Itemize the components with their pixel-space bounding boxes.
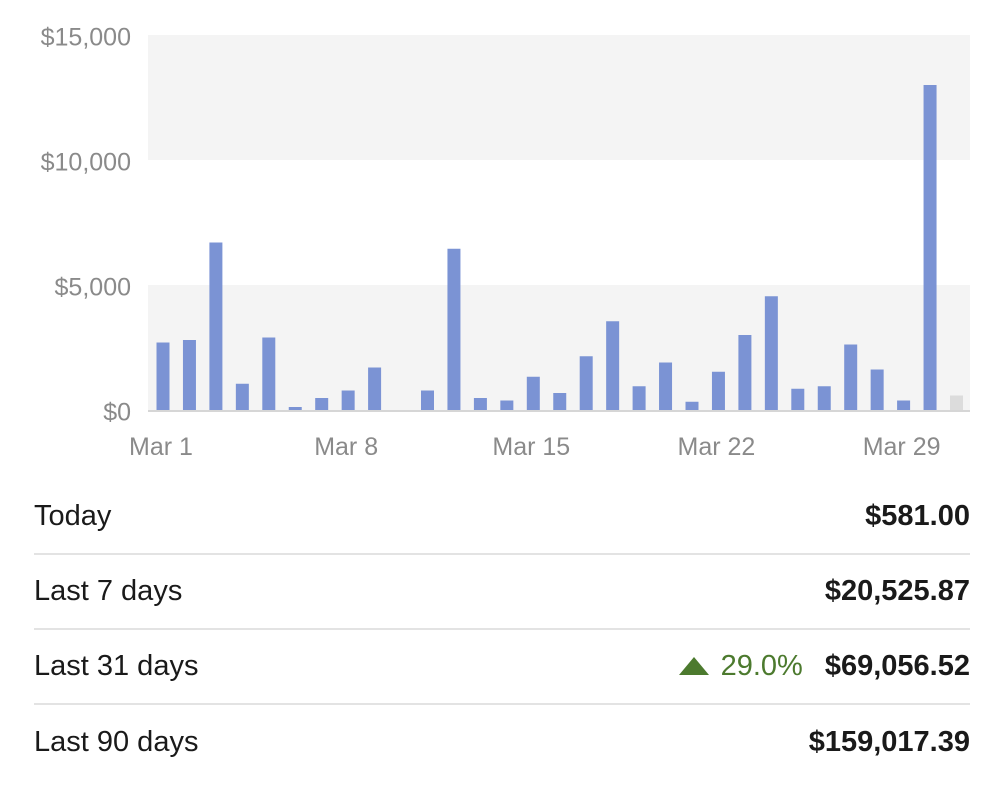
y-axis: $15,000 $10,000 $5,000 $0 xyxy=(41,24,131,427)
summary-value-group: 29.0% $69,056.52 xyxy=(678,650,970,683)
bar-mar-8[interactable] xyxy=(341,390,355,411)
chart-bars xyxy=(156,85,963,411)
bar-mar-3[interactable] xyxy=(209,242,223,411)
bar-mar-11[interactable] xyxy=(421,390,434,411)
bar-mar-20[interactable] xyxy=(659,362,673,411)
summary-value: $69,056.52 xyxy=(824,650,970,682)
summary-label: Last 31 days xyxy=(34,650,199,682)
bar-mar-4[interactable] xyxy=(235,383,249,410)
chart-band xyxy=(148,35,970,160)
bar-mar-9[interactable] xyxy=(368,367,382,411)
bar-mar-15[interactable] xyxy=(526,376,540,410)
x-tick-label: Mar 15 xyxy=(492,433,570,461)
bar-mar-26[interactable] xyxy=(817,386,831,410)
revenue-summary: Today $581.00 Last 7 days $20,525.87 Las… xyxy=(34,480,970,780)
summary-value-group: $581.00 xyxy=(865,500,970,533)
bar-mar-16[interactable] xyxy=(553,393,567,410)
bar-mar-5[interactable] xyxy=(262,337,276,411)
summary-row-last-90-days[interactable]: Last 90 days $159,017.39 xyxy=(34,705,970,780)
change-percent: 29.0% xyxy=(720,650,803,682)
bar-mar-19[interactable] xyxy=(632,386,646,410)
bar-mar-31[interactable] xyxy=(950,395,963,410)
bar-mar-17[interactable] xyxy=(579,356,593,410)
y-tick-label: $5,000 xyxy=(55,274,131,302)
revenue-bar-chart: $15,000$10,000$5,000$0 Mar 1 Mar 8 Mar 15 M… xyxy=(41,24,970,461)
x-tick-label: Mar 22 xyxy=(678,433,756,461)
chart-band xyxy=(148,285,970,410)
summary-label: Today xyxy=(34,500,112,532)
bar-mar-21[interactable] xyxy=(685,401,699,410)
bar-mar-14[interactable] xyxy=(500,400,514,411)
y-tick-label: $15,000 xyxy=(41,24,131,52)
bar-mar-22[interactable] xyxy=(711,371,725,410)
summary-value: $159,017.39 xyxy=(808,726,970,758)
chart-background-bands xyxy=(148,35,970,410)
bar-mar-6[interactable] xyxy=(288,407,302,410)
bar-mar-25[interactable] xyxy=(791,388,805,410)
bar-mar-27[interactable] xyxy=(844,344,858,411)
bar-mar-30[interactable] xyxy=(923,85,937,410)
summary-label: Last 90 days xyxy=(34,726,199,758)
x-axis: Mar 1 Mar 8 Mar 15 Mar 22 Mar 29 xyxy=(129,433,940,461)
y-tick-label: $10,000 xyxy=(41,149,131,177)
bar-mar-2[interactable] xyxy=(182,340,196,410)
summary-row-last-31-days[interactable]: Last 31 days 29.0% $69,056.52 xyxy=(34,630,970,705)
bar-mar-23[interactable] xyxy=(738,335,752,410)
triangle-up-icon xyxy=(678,656,709,675)
summary-value-group: $159,017.39 xyxy=(809,726,970,759)
bar-mar-18[interactable] xyxy=(606,321,620,410)
y-tick-label: $0 xyxy=(103,399,131,427)
bar-mar-29[interactable] xyxy=(897,400,911,411)
summary-value-group: $20,525.87 xyxy=(825,575,970,608)
summary-value: $581.00 xyxy=(865,500,970,532)
summary-value: $20,525.87 xyxy=(824,575,970,607)
change-indicator: 29.0% xyxy=(678,650,803,683)
summary-label: Last 7 days xyxy=(34,575,183,607)
bar-mar-24[interactable] xyxy=(764,296,778,410)
summary-row-last-7-days[interactable]: Last 7 days $20,525.87 xyxy=(34,555,970,630)
bar-mar-13[interactable] xyxy=(473,398,487,410)
bar-mar-7[interactable] xyxy=(315,398,329,410)
bar-mar-12[interactable] xyxy=(447,248,461,410)
summary-row-today[interactable]: Today $581.00 xyxy=(34,480,970,555)
x-tick-label: Mar 1 xyxy=(129,433,193,461)
bar-mar-28[interactable] xyxy=(870,369,884,411)
x-tick-label: Mar 29 xyxy=(863,433,941,461)
bar-mar-1[interactable] xyxy=(156,342,170,411)
x-tick-label: Mar 8 xyxy=(314,433,378,461)
